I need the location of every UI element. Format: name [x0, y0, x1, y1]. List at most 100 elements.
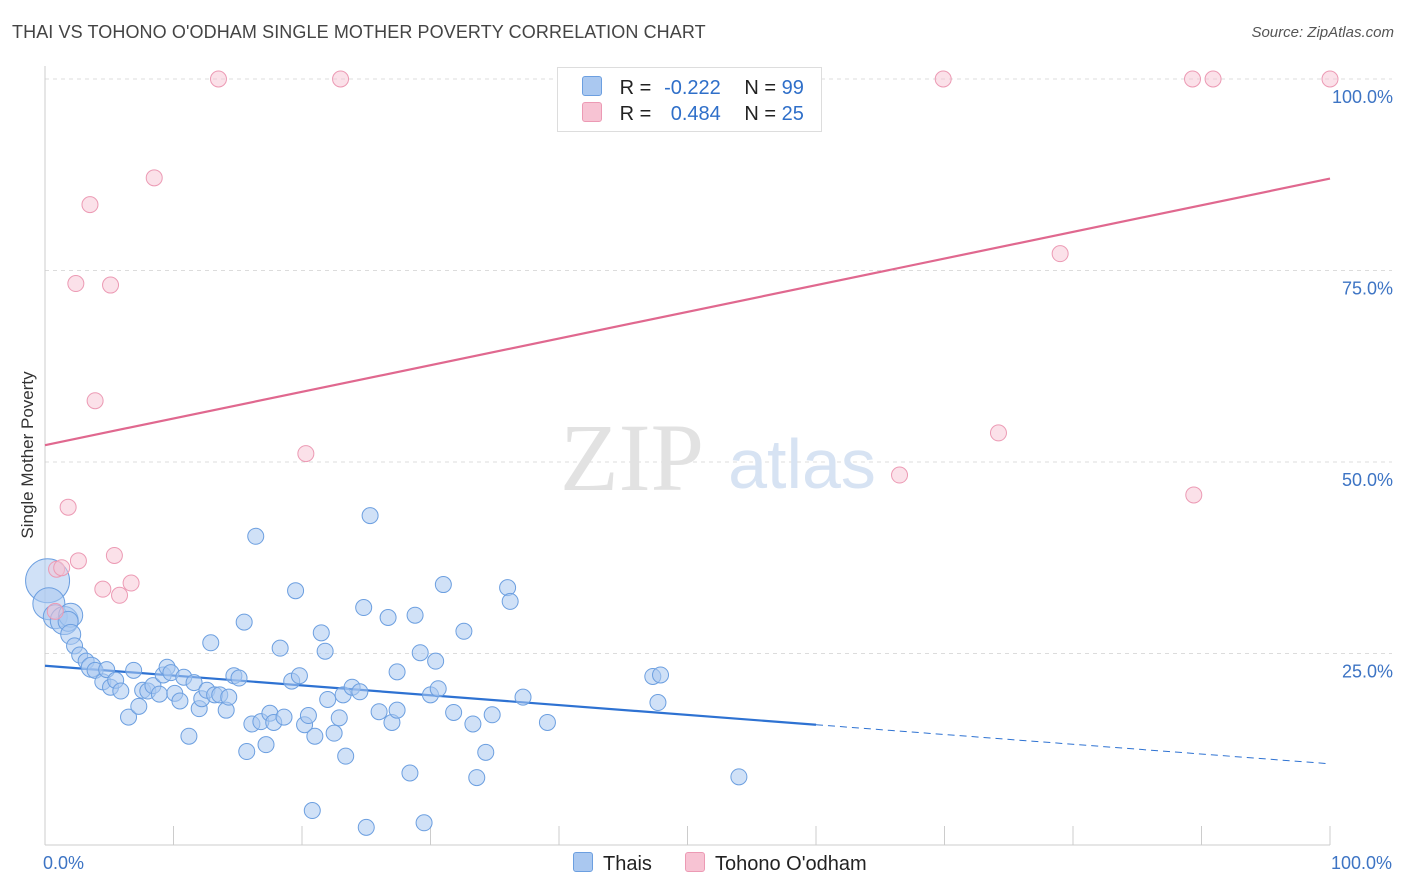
- tohono-point: [1321, 70, 1339, 88]
- thais-point: [468, 769, 486, 787]
- y-tick-label: 25.0%: [1342, 662, 1393, 682]
- chart-title: THAI VS TOHONO O'ODHAM SINGLE MOTHER POV…: [12, 22, 706, 42]
- legend-n-label: N =: [744, 103, 777, 125]
- thais-point: [379, 608, 397, 626]
- thais-point: [312, 624, 330, 642]
- grid-lines: [45, 78, 1392, 654]
- data-points: [25, 70, 1339, 836]
- thais-point: [171, 692, 189, 710]
- tohono-point: [145, 169, 163, 187]
- thais-swatch: [582, 76, 602, 96]
- thais-point: [220, 688, 238, 706]
- x-tick-label-end: 100.0%: [1331, 853, 1392, 873]
- thais-point: [355, 599, 373, 617]
- thais-point: [477, 743, 495, 761]
- thais-point: [483, 706, 501, 724]
- thais-point: [514, 688, 532, 706]
- tohono-point: [94, 580, 112, 598]
- thais-point: [538, 713, 556, 731]
- thais-point: [130, 697, 148, 715]
- thais-point: [649, 694, 667, 712]
- tohono-point: [1185, 486, 1203, 504]
- legend-tohono-n: 25: [781, 103, 804, 125]
- tohono-point: [209, 70, 227, 88]
- tohono-point: [934, 70, 952, 88]
- thais-point: [306, 727, 324, 745]
- thais-point: [357, 818, 375, 836]
- thais-point: [271, 639, 289, 657]
- legend-row-tohono: R = 0.484 N = 25: [582, 102, 804, 126]
- thais-point: [464, 715, 482, 733]
- legend-thais-n: 99: [781, 77, 804, 99]
- thais-point: [202, 634, 220, 652]
- legend-row-thais: R = -0.222 N = 99: [582, 76, 804, 100]
- thais-point: [185, 674, 203, 692]
- tohono-point: [67, 275, 85, 293]
- thais-point: [415, 814, 433, 832]
- thais-point: [455, 622, 473, 640]
- source-label: Source: ZipAtlas.com: [1251, 24, 1394, 41]
- thais-point: [290, 667, 308, 685]
- tohono-point: [69, 552, 87, 570]
- thais-point: [112, 682, 130, 700]
- thais-point: [235, 613, 253, 631]
- thais-point: [125, 661, 143, 679]
- axes: [44, 66, 1331, 846]
- thais-point: [287, 582, 305, 600]
- tohono-swatch: [582, 102, 602, 122]
- thais-point: [501, 592, 519, 610]
- legend-r-label: R =: [619, 77, 652, 99]
- thais-point: [401, 764, 419, 782]
- thais-point: [411, 644, 429, 662]
- tohono-point: [989, 424, 1007, 442]
- tohono-point: [53, 559, 71, 577]
- thais-point: [120, 708, 138, 726]
- tohono-point: [1204, 70, 1222, 88]
- tohono-point: [111, 586, 129, 604]
- tohono-point: [122, 574, 140, 592]
- thais-point: [316, 642, 334, 660]
- watermark-atlas: atlas: [728, 425, 876, 503]
- thais-point: [303, 802, 321, 820]
- thais-point: [275, 708, 293, 726]
- thais-point: [238, 743, 256, 761]
- thais-point: [730, 768, 748, 786]
- y-tick-label: 100.0%: [1332, 87, 1393, 107]
- tohono-point: [332, 70, 350, 88]
- tick-labels: 0.0% 100.0% 25.0% 50.0% 75.0% 100.0%: [43, 87, 1393, 873]
- tohono-point: [81, 196, 99, 214]
- thais-point: [434, 576, 452, 594]
- thais-point: [370, 703, 388, 721]
- tohono-point: [1184, 70, 1202, 88]
- x-tick-label-start: 0.0%: [43, 853, 84, 873]
- bottom-legend-thais: Thais: [573, 852, 652, 876]
- stats-legend: R = -0.222 N = 99 R = 0.484 N = 25: [557, 67, 822, 132]
- tohono-point: [59, 498, 77, 516]
- y-axis-label: Single Mother Poverty: [18, 371, 37, 539]
- thais-point: [150, 685, 168, 703]
- thais-point: [388, 701, 406, 719]
- legend-r-label: R =: [619, 103, 652, 125]
- thais-point: [319, 690, 337, 708]
- thais-trend-extension: [815, 724, 1331, 765]
- thais-legend-swatch: [573, 852, 593, 872]
- tohono-point: [86, 392, 104, 410]
- legend-tohono-r: 0.484: [670, 103, 721, 125]
- thais-point: [499, 579, 517, 597]
- thais-point: [257, 736, 275, 754]
- tohono-point: [1051, 245, 1069, 263]
- thais-point: [299, 707, 317, 725]
- thais-point: [388, 663, 406, 681]
- y-tick-label: 75.0%: [1342, 279, 1393, 299]
- thais-point: [325, 724, 343, 742]
- thais-point: [429, 680, 447, 698]
- legend-n-label: N =: [744, 77, 777, 99]
- thais-point: [351, 683, 369, 701]
- thais-point: [330, 709, 348, 727]
- tohono-point: [297, 445, 315, 463]
- tohono-point: [46, 602, 64, 620]
- thais-point: [361, 507, 379, 525]
- tohono-point: [105, 546, 123, 564]
- thais-point: [652, 666, 670, 684]
